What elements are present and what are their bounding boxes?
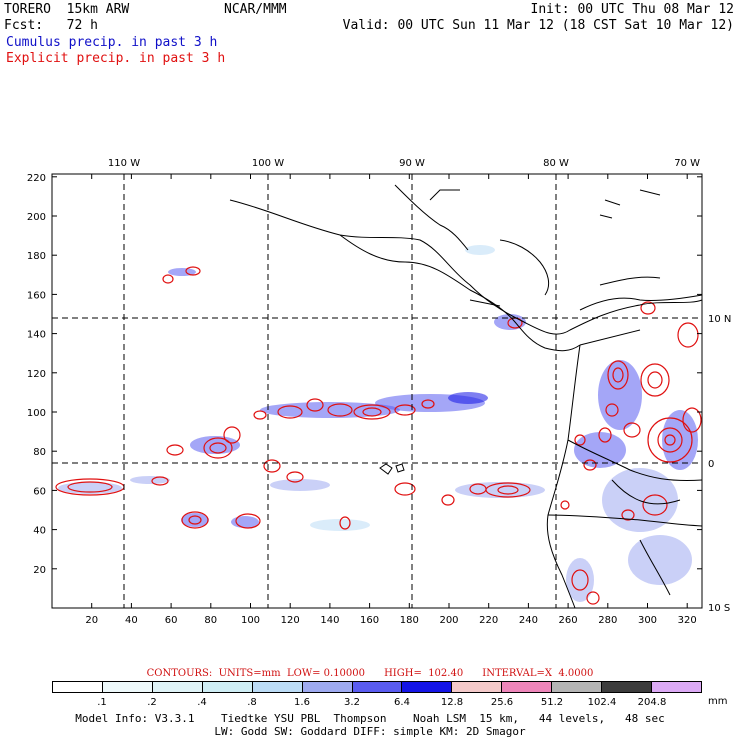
lon-label: 110 W — [108, 158, 140, 169]
init-time: Init: 00 UTC Thu 08 Mar 12 — [530, 2, 735, 17]
color-bar-swatch — [252, 682, 303, 692]
x-tick-label: 80 — [204, 615, 217, 626]
y-tick-label: 100 — [27, 408, 46, 419]
x-tick-label: 40 — [125, 615, 138, 626]
x-tick-label: 140 — [320, 615, 339, 626]
axis-ticks — [52, 174, 702, 608]
x-tick-label: 240 — [519, 615, 538, 626]
lat-label: 0 — [708, 459, 714, 470]
y-tick-label: 80 — [33, 447, 46, 458]
color-bar-level: 6.4 — [394, 697, 410, 708]
y-tick-label: 120 — [27, 369, 46, 380]
y-tick-label: 140 — [27, 330, 46, 341]
x-tick-label: 100 — [241, 615, 260, 626]
cumulus-shading — [58, 245, 698, 602]
cumulus-field-label: Cumulus precip. in past 3 h — [6, 35, 218, 50]
color-bar-swatch — [352, 682, 403, 692]
y-tick-label: 20 — [33, 565, 46, 576]
x-tick-label: 180 — [400, 615, 419, 626]
x-tick-label: 280 — [598, 615, 617, 626]
valid-time: Valid: 00 UTC Sun 11 Mar 12 (18 CST Sat … — [342, 18, 734, 33]
color-bar-swatch — [102, 682, 153, 692]
color-bar-level: 3.2 — [344, 697, 360, 708]
color-bar-level: .1 — [97, 697, 107, 708]
x-tick-label: 60 — [165, 615, 178, 626]
color-bar-swatch — [302, 682, 353, 692]
x-tick-label: 20 — [85, 615, 98, 626]
x-tick-label: 200 — [439, 615, 458, 626]
color-bar-level: 25.6 — [490, 697, 514, 708]
x-tick-label: 320 — [678, 615, 697, 626]
color-bar-level: .8 — [247, 697, 257, 708]
coastlines — [229, 184, 703, 609]
color-bar-level: 102.4 — [587, 697, 617, 708]
color-bar-level: 204.8 — [637, 697, 667, 708]
unit-label: mm — [708, 696, 728, 707]
model-name: TORERO 15km ARW — [4, 2, 130, 17]
y-tick-label: 220 — [27, 173, 46, 184]
x-tick-label: 220 — [479, 615, 498, 626]
color-bar-swatch — [402, 682, 453, 692]
color-bar-swatch — [552, 682, 603, 692]
color-bar-swatch — [652, 682, 701, 692]
lon-label: 70 W — [674, 158, 700, 169]
lat-lon-grid — [52, 174, 702, 608]
map-frame — [51, 173, 703, 609]
explicit-field-label: Explicit precip. in past 3 h — [6, 51, 226, 66]
contours-info: CONTOURS: UNITS=mm LOW= 0.10000 HIGH= 10… — [146, 668, 594, 679]
x-tick-label: 120 — [281, 615, 300, 626]
physics-info: LW: Godd SW: Goddard DIFF: simple KM: 2D… — [214, 725, 526, 738]
color-bar-swatch — [602, 682, 653, 692]
color-bar-level: 51.2 — [540, 697, 564, 708]
x-tick-label: 260 — [559, 615, 578, 626]
color-bar-level: .4 — [197, 697, 207, 708]
color-bar-swatch — [202, 682, 253, 692]
x-tick-label: 300 — [638, 615, 657, 626]
explicit-contours — [55, 266, 702, 605]
center-name: NCAR/MMM — [224, 2, 287, 17]
y-tick-label: 200 — [27, 212, 46, 223]
lon-label: 80 W — [543, 158, 569, 169]
color-bar-level: .2 — [147, 697, 157, 708]
model-info: Model Info: V3.3.1 Tiedtke YSU PBL Thomp… — [75, 712, 665, 725]
lon-label: 90 W — [399, 158, 425, 169]
color-bar-swatch — [152, 682, 203, 692]
color-bar — [52, 681, 702, 693]
y-tick-label: 160 — [27, 290, 46, 301]
color-bar-level: 1.6 — [294, 697, 310, 708]
y-tick-label: 180 — [27, 251, 46, 262]
lon-label: 100 W — [252, 158, 284, 169]
color-bar-level: 12.8 — [440, 697, 464, 708]
lat-label: 10 N — [708, 314, 731, 325]
color-bar-swatch — [502, 682, 553, 692]
lat-label: 10 S — [708, 603, 730, 614]
color-bar-swatch — [452, 682, 503, 692]
y-tick-label: 60 — [33, 486, 46, 497]
x-tick-label: 160 — [360, 615, 379, 626]
forecast-hour: Fcst: 72 h — [4, 18, 98, 33]
color-bar-swatch — [53, 682, 103, 692]
y-tick-label: 40 — [33, 526, 46, 537]
